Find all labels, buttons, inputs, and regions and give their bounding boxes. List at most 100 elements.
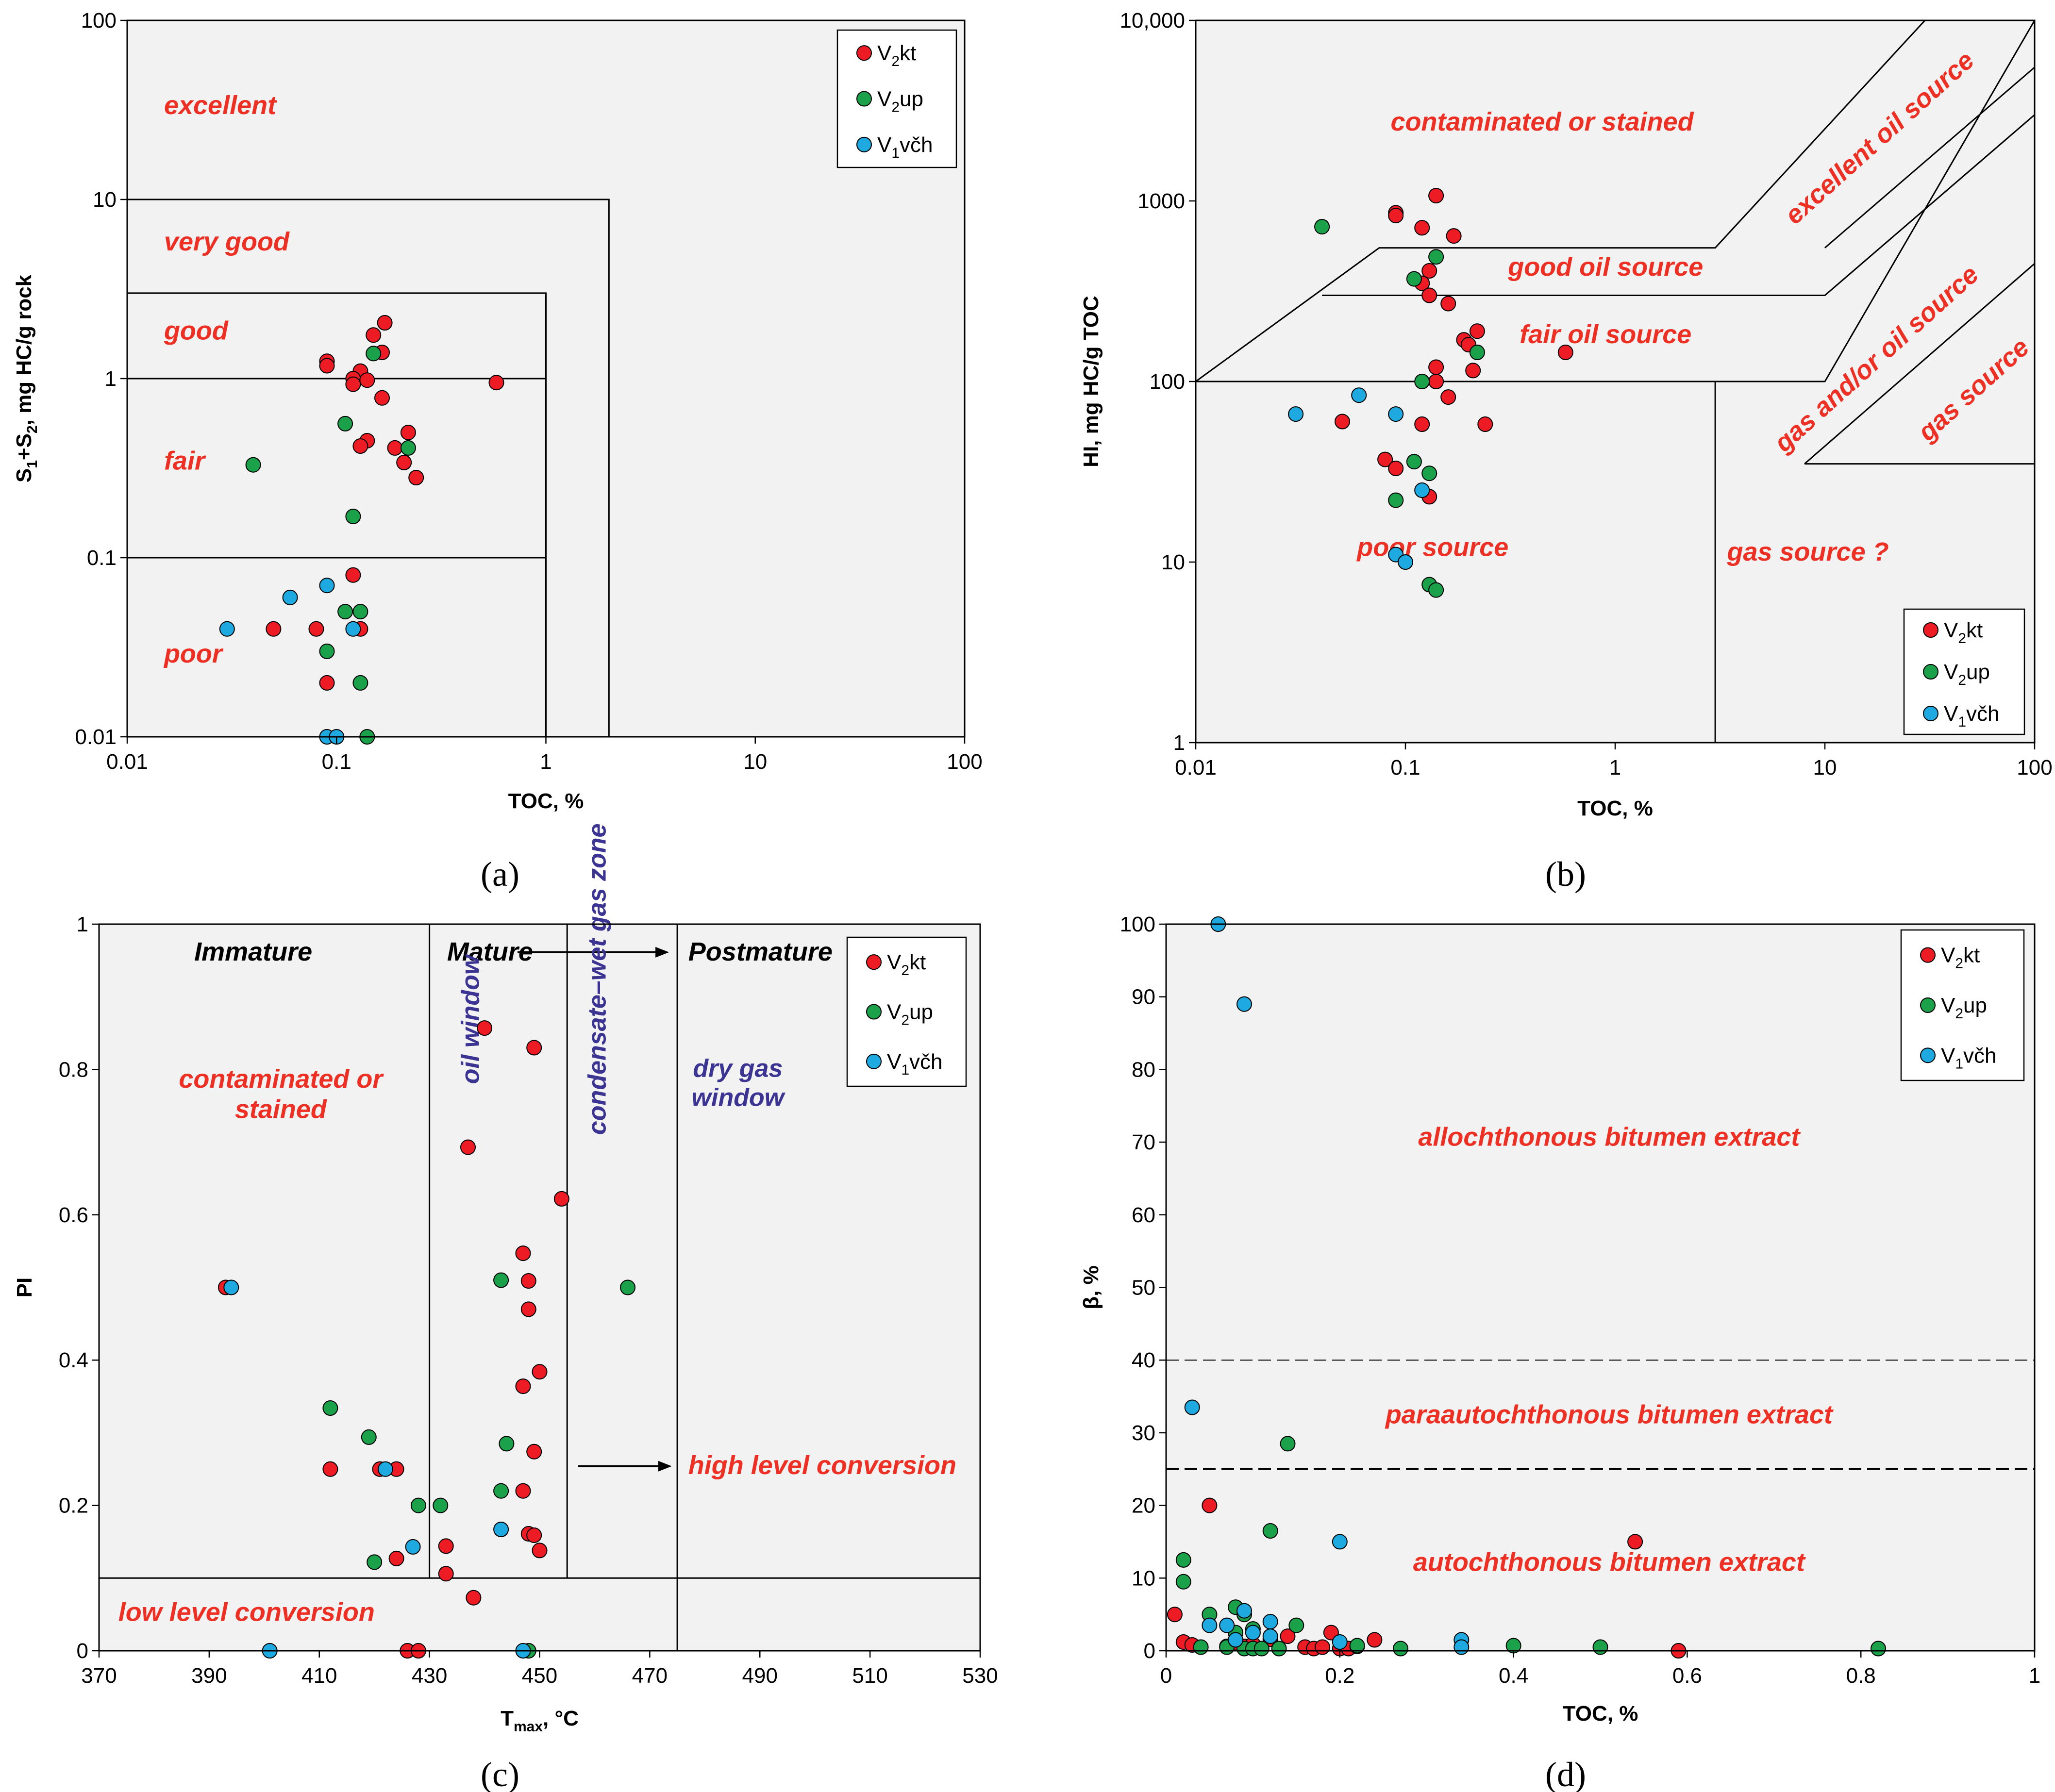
panel-label: (b) xyxy=(1545,855,1586,894)
hi-boundary-100 xyxy=(1196,20,2036,382)
point-V1vch xyxy=(1454,1639,1470,1655)
y-tick-label: 10 xyxy=(1161,550,1185,574)
point-V2up xyxy=(1469,345,1485,360)
point-V2up xyxy=(1280,1436,1296,1452)
x-tick-label: 0.1 xyxy=(1390,756,1420,780)
point-V2up xyxy=(245,457,261,473)
point-V2kt xyxy=(488,375,504,391)
y-tick-label: 1 xyxy=(77,913,88,936)
point-V2kt xyxy=(1388,461,1404,477)
legend-label-V1vch: V1včh xyxy=(1941,1044,1997,1072)
y-tick-label: 0 xyxy=(1144,1639,1155,1663)
y-tick-label: 50 xyxy=(1132,1276,1155,1300)
point-V2kt xyxy=(526,1444,542,1460)
zone-label: allochthonous bitumen extract xyxy=(1418,1123,1801,1152)
point-V2up xyxy=(352,604,368,620)
point-V2kt xyxy=(322,1461,338,1477)
point-V1vch xyxy=(1262,1614,1278,1630)
point-V1vch xyxy=(1332,1634,1348,1650)
point-V1vch xyxy=(1236,1603,1252,1619)
point-V2up xyxy=(493,1272,509,1288)
point-V2kt xyxy=(1414,416,1430,432)
x-tick-label: 1 xyxy=(540,750,551,774)
legend-label-V2kt: V2kt xyxy=(1944,618,1983,647)
x-tick-label: 450 xyxy=(522,1664,557,1688)
point-V2up xyxy=(1393,1641,1408,1657)
point-V1vch xyxy=(1288,406,1304,422)
y-tick-label: 0.6 xyxy=(59,1203,88,1227)
arrow-mature-postmature-head xyxy=(655,946,669,958)
point-V2kt xyxy=(1167,1607,1183,1623)
zone-label: poor xyxy=(163,639,224,668)
legend-label-V2up: V2up xyxy=(1941,994,1987,1022)
x-tick-label: 390 xyxy=(191,1664,227,1688)
point-V2up xyxy=(1175,1574,1191,1590)
point-V2kt xyxy=(308,621,324,637)
point-V2up xyxy=(1428,582,1444,598)
zone-boundary-good xyxy=(127,292,547,737)
point-V2up xyxy=(433,1497,449,1513)
point-V2up xyxy=(1406,271,1422,287)
point-V2kt xyxy=(345,567,361,583)
zone-label: Postmature xyxy=(688,937,833,966)
x-tick-label: 0.2 xyxy=(1325,1664,1354,1688)
y-axis-title: β, % xyxy=(1079,1265,1103,1309)
point-V2kt xyxy=(374,390,390,406)
point-V2kt xyxy=(515,1245,531,1261)
zone-label: very good xyxy=(164,227,290,256)
point-V2kt xyxy=(352,438,368,454)
hi-diag-front xyxy=(1195,247,1380,382)
point-V2kt xyxy=(460,1139,476,1155)
x-axis-title: TOC, % xyxy=(1577,796,1653,820)
x-tick-label: 0.8 xyxy=(1846,1664,1876,1688)
y-tick-label: 0.2 xyxy=(59,1494,88,1518)
point-V2up xyxy=(1349,1638,1365,1654)
y-tick-label: 1000 xyxy=(1137,189,1185,213)
zone-label: window xyxy=(692,1083,786,1112)
point-V2kt xyxy=(438,1566,454,1582)
legend-label-V2up: V2up xyxy=(887,1000,933,1029)
zone-label: good oil source xyxy=(1507,252,1703,282)
point-V2kt xyxy=(1202,1497,1218,1513)
point-V2kt xyxy=(553,1191,569,1207)
x-tick-label: 10 xyxy=(1813,756,1837,780)
panel-b: contaminated or stained excellent oil sou… xyxy=(1079,9,2053,894)
x-tick-label: 0.01 xyxy=(106,750,148,774)
legend-marker-V2up xyxy=(1920,997,1936,1013)
y-tick-label: 20 xyxy=(1132,1494,1155,1518)
y-axis-title: PI xyxy=(13,1278,36,1298)
y-tick-label: 0.4 xyxy=(59,1348,88,1372)
x-tick-label: 0.4 xyxy=(1499,1664,1528,1688)
zone-label: contaminated or xyxy=(179,1064,384,1094)
point-V1vch xyxy=(1236,996,1252,1012)
point-V2kt xyxy=(526,1527,542,1543)
point-V2kt xyxy=(466,1590,482,1606)
point-V1vch xyxy=(1202,1617,1218,1633)
point-V2kt xyxy=(1428,374,1444,389)
point-V1vch xyxy=(405,1539,421,1555)
hi-boundary-550 xyxy=(1379,19,1926,249)
legend: V2kt V2up V1včh xyxy=(1903,608,2025,735)
y-tick-label: 90 xyxy=(1132,985,1155,1009)
x-tick-label: 370 xyxy=(81,1664,117,1688)
zone-label: high level conversion xyxy=(688,1451,956,1480)
legend: V2kt V2up V1včh xyxy=(846,936,967,1087)
y-axis-title: S1+S2, mg HC/g rock xyxy=(12,274,40,482)
point-V2kt xyxy=(359,372,375,388)
point-V2up xyxy=(366,346,382,362)
zone-boundary-very-good xyxy=(127,199,610,737)
y-tick-label: 100 xyxy=(1120,913,1155,936)
plot-area xyxy=(1166,924,2035,1651)
zone-label: poor source xyxy=(1356,533,1508,562)
point-V2kt xyxy=(377,315,393,331)
point-V2up xyxy=(1262,1523,1278,1539)
legend-marker-V1vch xyxy=(866,1053,882,1069)
y-tick-label: 0.8 xyxy=(59,1058,88,1081)
point-V2up xyxy=(499,1436,515,1452)
point-V1vch xyxy=(1332,1534,1348,1550)
panel-label: (a) xyxy=(481,855,519,894)
point-V2kt xyxy=(438,1538,454,1554)
legend-marker-V1vch xyxy=(856,136,872,152)
legend-label-V1vch: V1včh xyxy=(877,133,933,161)
